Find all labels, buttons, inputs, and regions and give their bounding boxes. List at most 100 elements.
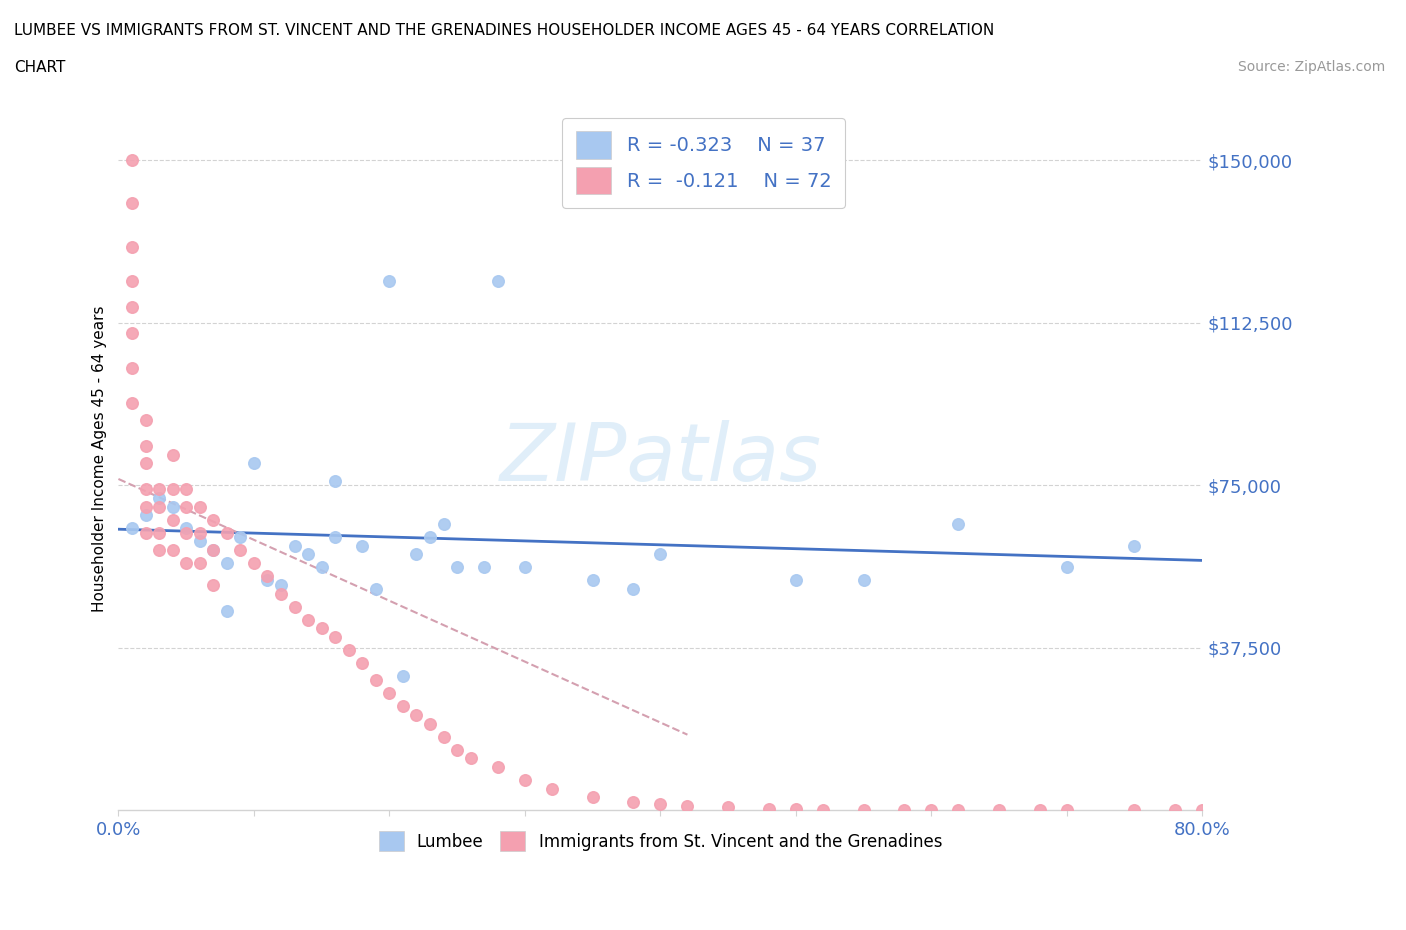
Point — [364, 672, 387, 687]
Point — [243, 456, 266, 471]
Point — [352, 538, 374, 553]
Point — [581, 573, 603, 588]
Point — [148, 525, 170, 540]
Point — [135, 482, 157, 497]
Point — [121, 300, 143, 315]
Point — [162, 543, 184, 558]
Text: ZIPatlas: ZIPatlas — [499, 420, 821, 498]
Point — [121, 521, 143, 536]
Point — [135, 413, 157, 428]
Text: CHART: CHART — [14, 60, 66, 75]
Point — [174, 521, 197, 536]
Point — [717, 800, 740, 815]
Point — [162, 512, 184, 527]
Point — [135, 499, 157, 514]
Point — [419, 716, 441, 731]
Point — [121, 395, 143, 410]
Point — [188, 499, 211, 514]
Point — [621, 794, 644, 809]
Point — [405, 708, 427, 723]
Point — [174, 482, 197, 497]
Point — [188, 556, 211, 571]
Point — [581, 790, 603, 804]
Point — [148, 543, 170, 558]
Point — [337, 643, 360, 658]
Point — [621, 582, 644, 597]
Point — [323, 630, 346, 644]
Point — [121, 196, 143, 211]
Point — [121, 153, 143, 167]
Point — [852, 573, 875, 588]
Point — [472, 560, 495, 575]
Point — [392, 698, 415, 713]
Point — [541, 781, 564, 796]
Point — [174, 556, 197, 571]
Point — [1123, 538, 1146, 553]
Point — [243, 556, 266, 571]
Point — [364, 582, 387, 597]
Point — [148, 499, 170, 514]
Point — [785, 802, 807, 817]
Point — [405, 547, 427, 562]
Point — [323, 530, 346, 545]
Point — [650, 796, 672, 811]
Point — [811, 803, 834, 817]
Point — [446, 742, 468, 757]
Point — [215, 556, 238, 571]
Point — [352, 656, 374, 671]
Point — [893, 803, 915, 817]
Point — [229, 530, 252, 545]
Point — [650, 547, 672, 562]
Point — [513, 773, 536, 788]
Point — [121, 326, 143, 341]
Point — [148, 491, 170, 506]
Point — [135, 525, 157, 540]
Point — [215, 525, 238, 540]
Point — [283, 599, 305, 614]
Point — [378, 685, 401, 700]
Point — [432, 729, 454, 744]
Point — [135, 439, 157, 454]
Point — [121, 361, 143, 376]
Point — [202, 543, 225, 558]
Point — [174, 525, 197, 540]
Point — [256, 573, 278, 588]
Point — [135, 508, 157, 523]
Text: LUMBEE VS IMMIGRANTS FROM ST. VINCENT AND THE GRENADINES HOUSEHOLDER INCOME AGES: LUMBEE VS IMMIGRANTS FROM ST. VINCENT AN… — [14, 23, 994, 38]
Point — [852, 803, 875, 817]
Point — [920, 803, 942, 817]
Point — [432, 517, 454, 532]
Point — [460, 751, 482, 765]
Point — [1123, 803, 1146, 817]
Point — [419, 530, 441, 545]
Point — [948, 517, 970, 532]
Point — [311, 620, 333, 635]
Point — [486, 274, 509, 289]
Point — [270, 578, 292, 592]
Point — [378, 274, 401, 289]
Point — [988, 803, 1011, 817]
Point — [202, 578, 225, 592]
Point — [297, 547, 319, 562]
Point — [162, 447, 184, 462]
Point — [1191, 803, 1213, 817]
Point — [215, 604, 238, 618]
Point — [676, 799, 699, 814]
Point — [256, 569, 278, 584]
Point — [162, 499, 184, 514]
Point — [188, 534, 211, 549]
Point — [513, 560, 536, 575]
Text: Source: ZipAtlas.com: Source: ZipAtlas.com — [1237, 60, 1385, 74]
Point — [283, 538, 305, 553]
Point — [948, 803, 970, 817]
Point — [202, 543, 225, 558]
Point — [174, 499, 197, 514]
Point — [1056, 560, 1078, 575]
Point — [121, 274, 143, 289]
Point — [323, 473, 346, 488]
Point — [121, 239, 143, 254]
Point — [486, 760, 509, 775]
Point — [148, 482, 170, 497]
Point — [785, 573, 807, 588]
Point — [311, 560, 333, 575]
